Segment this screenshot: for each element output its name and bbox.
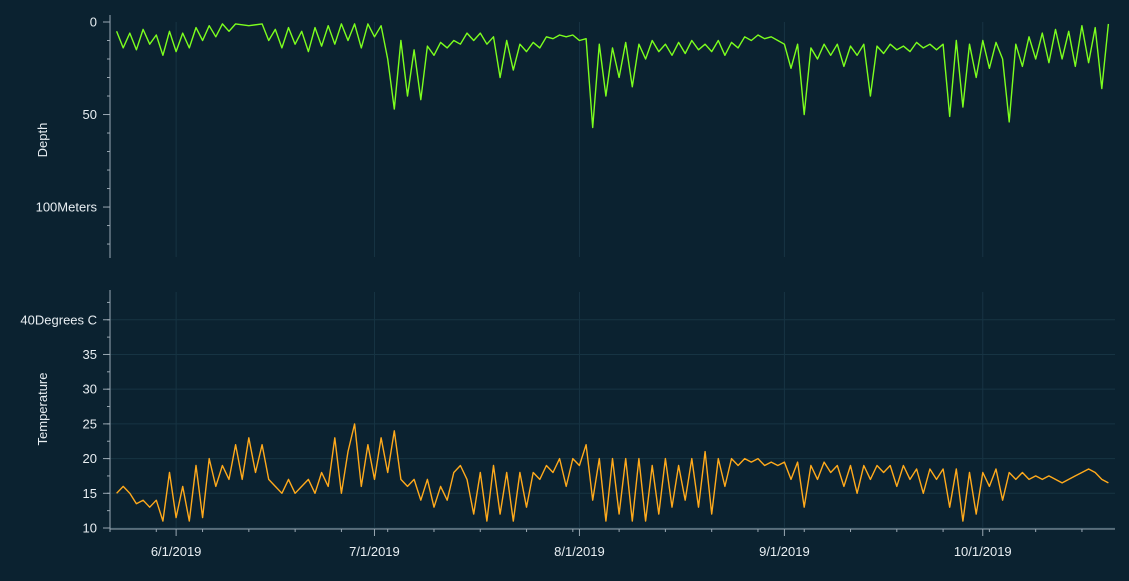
x-tick-label: 6/1/2019 — [151, 544, 202, 559]
temperature-series-line — [116, 423, 1109, 522]
temperature-unit-label: Degrees C — [35, 312, 97, 327]
depth-tick-label: 0 — [90, 15, 97, 30]
axis-layer: 0 50 100 Meters 10 15 20 25 30 35 40 Degrees C 6/1/2… — [20, 15, 1115, 559]
temperature-tick-label: 40 — [20, 312, 34, 327]
series-layer — [115, 23, 1110, 522]
temperature-tick-label: 10 — [83, 521, 97, 536]
depth-unit-label: Meters — [57, 200, 97, 215]
temperature-tick-label: 35 — [83, 347, 97, 362]
temperature-tick-label: 30 — [83, 382, 97, 397]
temperature-tick-label: 15 — [83, 486, 97, 501]
x-tick-label: 8/1/2019 — [554, 544, 605, 559]
depth-tick-label: 50 — [83, 107, 97, 122]
x-tick-label: 9/1/2019 — [759, 544, 810, 559]
depth-series-line — [115, 23, 1110, 129]
x-tick-label: 10/1/2019 — [954, 544, 1012, 559]
depth-tick-label: 100 — [36, 200, 58, 215]
depth-axis-label: Depth — [35, 123, 50, 158]
grid-layer — [110, 22, 1115, 529]
temperature-tick-label: 20 — [83, 451, 97, 466]
temperature-tick-label: 25 — [83, 416, 97, 431]
temperature-axis-label: Temperature — [35, 373, 50, 446]
x-tick-label: 7/1/2019 — [349, 544, 400, 559]
